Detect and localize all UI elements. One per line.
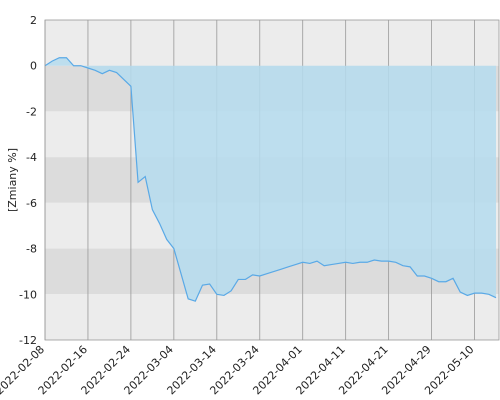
y-axis-label: [Zmiany %] — [6, 148, 19, 212]
y-tick-label: -4 — [26, 151, 37, 164]
area — [45, 57, 496, 302]
y-tick-label: 2 — [30, 14, 37, 27]
line — [44, 57, 497, 302]
y-tick-label: -6 — [26, 197, 37, 210]
grid-band — [45, 294, 499, 340]
grid-band — [45, 20, 499, 66]
y-tick-label: -10 — [19, 288, 37, 301]
y-tick-label: -8 — [26, 243, 37, 256]
y-tick-label: -12 — [19, 334, 37, 347]
y-tick-label: 0 — [30, 60, 37, 73]
y-tick-label: -2 — [26, 105, 37, 118]
plot-frame — [44, 19, 500, 341]
